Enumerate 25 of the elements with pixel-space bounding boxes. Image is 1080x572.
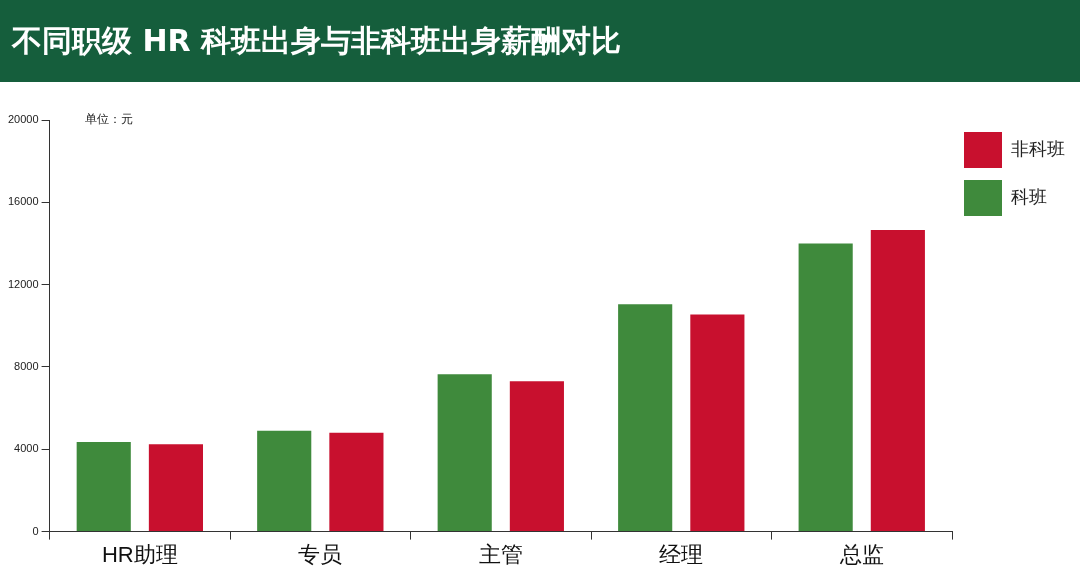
legend-label: 科班 [1011, 186, 1047, 207]
bar [798, 243, 853, 532]
bar [437, 374, 492, 532]
bar [257, 430, 312, 532]
bar [870, 230, 925, 532]
bar [76, 442, 131, 532]
annotation: 单位：元 [84, 112, 133, 127]
bar [618, 304, 673, 532]
x-tick-label: 主管 [478, 541, 523, 567]
x-tick-label: 经理 [659, 541, 704, 567]
x-tick-label: HR助理 [101, 541, 178, 567]
y-tick-label: 8000 [14, 359, 39, 372]
y-tick-label: 0 [32, 524, 39, 537]
y-tick-label: 12000 [7, 277, 39, 290]
bar [690, 314, 745, 532]
x-tick-label: 专员 [298, 541, 343, 567]
bar [509, 381, 564, 532]
y-tick-label: 20000 [7, 113, 39, 126]
bar [148, 444, 203, 532]
legend-label: 非科班 [1011, 138, 1065, 159]
y-tick-label: 16000 [7, 195, 39, 208]
x-tick-label: 总监 [838, 541, 884, 567]
y-tick-label: 4000 [14, 442, 39, 455]
bar [329, 432, 384, 532]
chart-title: 不同职级 HR 科班出身与非科班出身薪酬对比 [0, 0, 1080, 82]
